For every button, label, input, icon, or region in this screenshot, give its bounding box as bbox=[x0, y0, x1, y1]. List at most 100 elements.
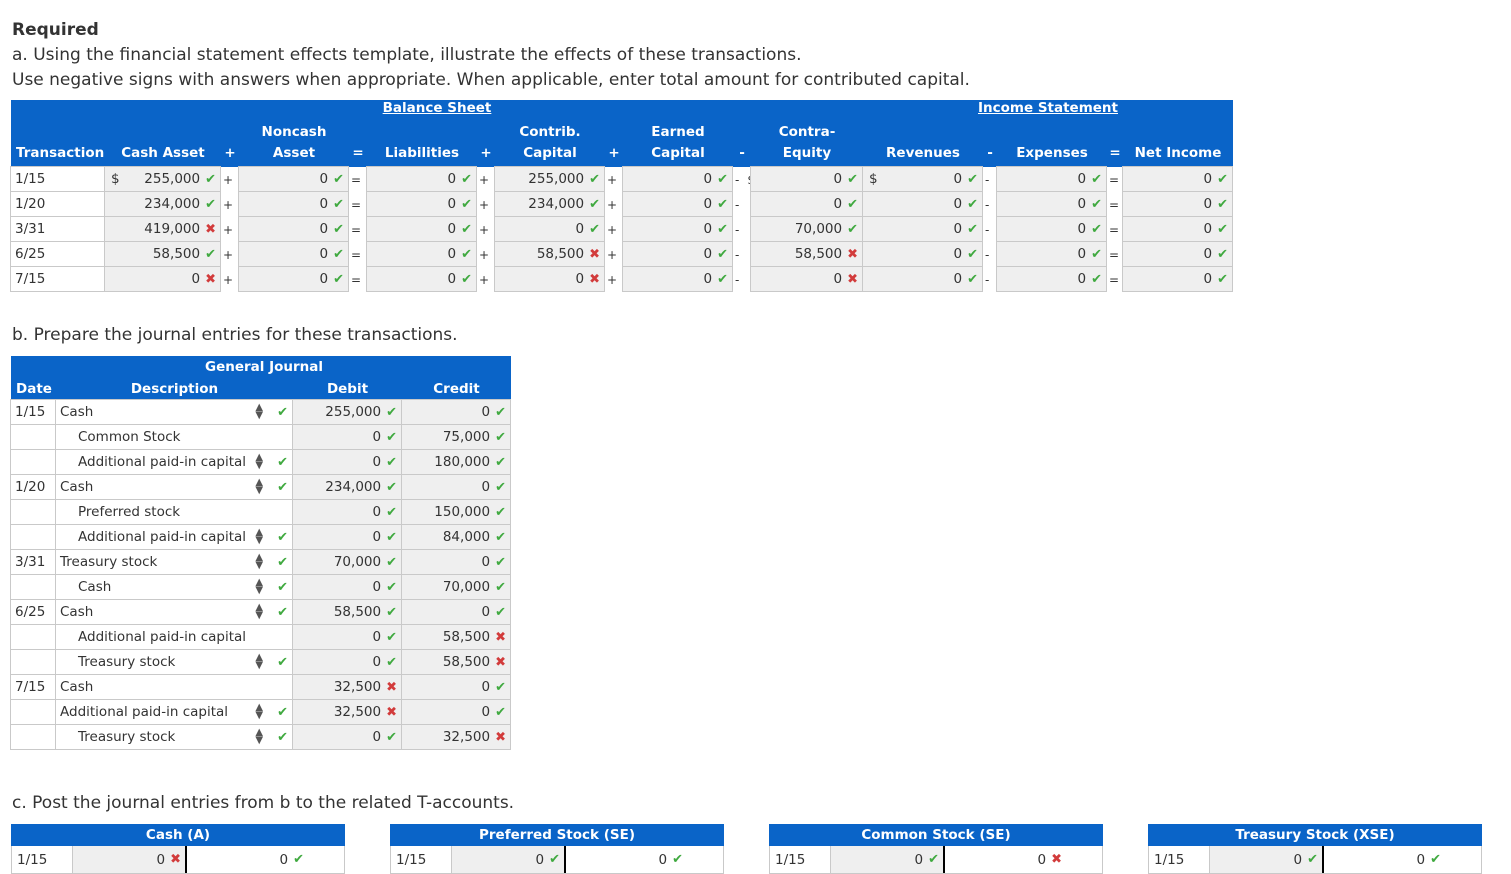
debit-input[interactable]: 70,000 ✔ bbox=[292, 549, 402, 575]
expenses-input[interactable]: 0 ✔ bbox=[996, 166, 1107, 192]
account-select[interactable]: Treasury stock ▲ ▼ ✔ bbox=[55, 549, 293, 575]
earned-capital-input[interactable]: 0 ✔ bbox=[622, 166, 733, 192]
t-account-debit-input[interactable]: 0 ✔ bbox=[831, 846, 945, 873]
revenues-input[interactable]: 0 ✔ bbox=[862, 216, 983, 242]
up-down-arrows-icon[interactable]: ▲ ▼ bbox=[255, 577, 264, 596]
contra-equity-input[interactable]: 0 ✖ bbox=[750, 266, 863, 292]
account-select[interactable]: Preferred stock bbox=[55, 499, 293, 525]
contrib-capital-input[interactable]: 58,500 ✖ bbox=[494, 241, 605, 267]
credit-input[interactable]: 58,500 ✖ bbox=[401, 649, 511, 675]
contra-equity-input[interactable]: 58,500 ✖ bbox=[750, 241, 863, 267]
revenues-input[interactable]: 0 ✔ bbox=[862, 266, 983, 292]
debit-input[interactable]: 0 ✔ bbox=[292, 449, 402, 475]
net-income-input[interactable]: 0 ✔ bbox=[1122, 166, 1233, 192]
net-income-input[interactable]: 0 ✔ bbox=[1122, 191, 1233, 217]
credit-input[interactable]: 84,000 ✔ bbox=[401, 524, 511, 550]
debit-input[interactable]: 0 ✔ bbox=[292, 724, 402, 750]
contra-equity-input[interactable]: 0 ✔ bbox=[750, 166, 863, 192]
account-select[interactable]: Additional paid-in capital ▲ ▼ ✔ bbox=[55, 699, 293, 725]
account-select[interactable]: Common Stock bbox=[55, 424, 293, 450]
noncash-asset-input[interactable]: 0 ✔ bbox=[238, 241, 349, 267]
net-income-input[interactable]: 0 ✔ bbox=[1122, 266, 1233, 292]
contrib-capital-input[interactable]: 0 ✖ bbox=[494, 266, 605, 292]
contrib-capital-input[interactable]: 0 ✔ bbox=[494, 216, 605, 242]
account-select[interactable]: Cash ▲ ▼ ✔ bbox=[55, 574, 293, 600]
expenses-input[interactable]: 0 ✔ bbox=[996, 266, 1107, 292]
t-account-credit-input[interactable]: 0 ✔ bbox=[566, 846, 723, 873]
credit-input[interactable]: 0 ✔ bbox=[401, 399, 511, 425]
liabilities-input[interactable]: 0 ✔ bbox=[366, 166, 477, 192]
credit-input[interactable]: 0 ✔ bbox=[401, 699, 511, 725]
up-down-arrows-icon[interactable]: ▲ ▼ bbox=[255, 552, 264, 571]
net-income-input[interactable]: 0 ✔ bbox=[1122, 216, 1233, 242]
up-down-arrows-icon[interactable]: ▲ ▼ bbox=[255, 702, 264, 721]
credit-input[interactable]: 70,000 ✔ bbox=[401, 574, 511, 600]
account-select[interactable]: Treasury stock ▲ ▼ ✔ bbox=[55, 649, 293, 675]
contrib-capital-input[interactable]: 255,000 ✔ bbox=[494, 166, 605, 192]
cash-asset-input[interactable]: 234,000 ✔ bbox=[104, 191, 221, 217]
up-down-arrows-icon[interactable]: ▲ ▼ bbox=[255, 527, 264, 546]
t-account-debit-input[interactable]: 0 ✖ bbox=[73, 846, 187, 873]
net-income-input[interactable]: 0 ✔ bbox=[1122, 241, 1233, 267]
liabilities-input[interactable]: 0 ✔ bbox=[366, 266, 477, 292]
account-select[interactable]: Additional paid-in capital ▲ ▼ ✔ bbox=[55, 449, 293, 475]
credit-input[interactable]: 0 ✔ bbox=[401, 474, 511, 500]
noncash-asset-input[interactable]: 0 ✔ bbox=[238, 266, 349, 292]
debit-input[interactable]: 0 ✔ bbox=[292, 624, 402, 650]
account-select[interactable]: Cash ▲ ▼ ✔ bbox=[55, 474, 293, 500]
debit-input[interactable]: 0 ✔ bbox=[292, 424, 402, 450]
debit-input[interactable]: 0 ✔ bbox=[292, 574, 402, 600]
revenues-input[interactable]: 0 ✔ bbox=[862, 241, 983, 267]
earned-capital-input[interactable]: 0 ✔ bbox=[622, 191, 733, 217]
account-select[interactable]: Cash ▲ ▼ ✔ bbox=[55, 599, 293, 625]
credit-input[interactable]: 180,000 ✔ bbox=[401, 449, 511, 475]
revenues-input[interactable]: 0 ✔ bbox=[862, 191, 983, 217]
expenses-input[interactable]: 0 ✔ bbox=[996, 191, 1107, 217]
t-account-credit-input[interactable]: 0 ✖ bbox=[945, 846, 1102, 873]
debit-input[interactable]: 255,000 ✔ bbox=[292, 399, 402, 425]
account-select[interactable]: Additional paid-in capital ▲ ▼ ✔ bbox=[55, 524, 293, 550]
credit-input[interactable]: 75,000 ✔ bbox=[401, 424, 511, 450]
debit-input[interactable]: 32,500 ✖ bbox=[292, 674, 402, 700]
contrib-capital-input[interactable]: 234,000 ✔ bbox=[494, 191, 605, 217]
t-account-debit-input[interactable]: 0 ✔ bbox=[452, 846, 566, 873]
cash-asset-input[interactable]: 419,000 ✖ bbox=[104, 216, 221, 242]
up-down-arrows-icon[interactable]: ▲ ▼ bbox=[255, 477, 264, 496]
cash-asset-input[interactable]: 58,500 ✔ bbox=[104, 241, 221, 267]
account-select[interactable]: Cash ▲ ▼ ✔ bbox=[55, 399, 293, 425]
debit-input[interactable]: 32,500 ✖ bbox=[292, 699, 402, 725]
t-account-credit-input[interactable]: 0 ✔ bbox=[187, 846, 344, 873]
noncash-asset-input[interactable]: 0 ✔ bbox=[238, 166, 349, 192]
t-account-debit-input[interactable]: 0 ✔ bbox=[1210, 846, 1324, 873]
account-select[interactable]: Treasury stock ▲ ▼ ✔ bbox=[55, 724, 293, 750]
liabilities-input[interactable]: 0 ✔ bbox=[366, 241, 477, 267]
liabilities-input[interactable]: 0 ✔ bbox=[366, 191, 477, 217]
noncash-asset-input[interactable]: 0 ✔ bbox=[238, 191, 349, 217]
earned-capital-input[interactable]: 0 ✔ bbox=[622, 216, 733, 242]
credit-input[interactable]: 0 ✔ bbox=[401, 549, 511, 575]
up-down-arrows-icon[interactable]: ▲ ▼ bbox=[255, 652, 264, 671]
contra-equity-input[interactable]: 70,000 ✔ bbox=[750, 216, 863, 242]
credit-input[interactable]: 0 ✔ bbox=[401, 674, 511, 700]
account-select[interactable]: Cash bbox=[55, 674, 293, 700]
contra-equity-input[interactable]: 0 ✔ bbox=[750, 191, 863, 217]
earned-capital-input[interactable]: 0 ✔ bbox=[622, 241, 733, 267]
cash-asset-input[interactable]: $255,000 ✔ bbox=[104, 166, 221, 192]
credit-input[interactable]: 32,500 ✖ bbox=[401, 724, 511, 750]
account-select[interactable]: Additional paid-in capital bbox=[55, 624, 293, 650]
credit-input[interactable]: 0 ✔ bbox=[401, 599, 511, 625]
earned-capital-input[interactable]: 0 ✔ bbox=[622, 266, 733, 292]
revenues-input[interactable]: $0 ✔ bbox=[862, 166, 983, 192]
debit-input[interactable]: 0 ✔ bbox=[292, 524, 402, 550]
debit-input[interactable]: 58,500 ✔ bbox=[292, 599, 402, 625]
up-down-arrows-icon[interactable]: ▲ ▼ bbox=[255, 602, 264, 621]
credit-input[interactable]: 150,000 ✔ bbox=[401, 499, 511, 525]
debit-input[interactable]: 0 ✔ bbox=[292, 499, 402, 525]
expenses-input[interactable]: 0 ✔ bbox=[996, 241, 1107, 267]
up-down-arrows-icon[interactable]: ▲ ▼ bbox=[255, 452, 264, 471]
credit-input[interactable]: 58,500 ✖ bbox=[401, 624, 511, 650]
expenses-input[interactable]: 0 ✔ bbox=[996, 216, 1107, 242]
t-account-credit-input[interactable]: 0 ✔ bbox=[1324, 846, 1481, 873]
noncash-asset-input[interactable]: 0 ✔ bbox=[238, 216, 349, 242]
liabilities-input[interactable]: 0 ✔ bbox=[366, 216, 477, 242]
